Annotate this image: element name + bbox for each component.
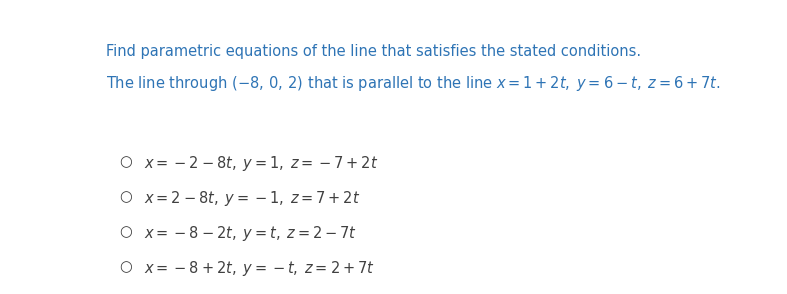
Text: $\bigcirc$: $\bigcirc$ [119, 189, 133, 205]
Text: $x = -2 - 8t, \; y = 1, \; z = -7 + 2t$: $x = -2 - 8t, \; y = 1, \; z = -7 + 2t$ [144, 154, 379, 173]
Text: The line through $(-8,\, 0,\, 2)$ that is parallel to the line $x = 1 + 2t,\; y : The line through $(-8,\, 0,\, 2)$ that i… [106, 74, 721, 93]
Text: $\bigcirc$: $\bigcirc$ [119, 259, 133, 275]
Text: $\bigcirc$: $\bigcirc$ [119, 224, 133, 240]
Text: Find parametric equations of the line that satisfies the stated conditions.: Find parametric equations of the line th… [106, 44, 641, 59]
Text: $x = -8 + 2t, \; y = -t, \; z = 2 + 7t$: $x = -8 + 2t, \; y = -t, \; z = 2 + 7t$ [144, 259, 375, 278]
Text: $x = 2 - 8t, \; y = -1, \; z = 7 + 2t$: $x = 2 - 8t, \; y = -1, \; z = 7 + 2t$ [144, 189, 360, 208]
Text: $x = -8 - 2t, \; y = t, \; z = 2 - 7t$: $x = -8 - 2t, \; y = t, \; z = 2 - 7t$ [144, 224, 357, 243]
Text: $\bigcirc$: $\bigcirc$ [119, 154, 133, 170]
